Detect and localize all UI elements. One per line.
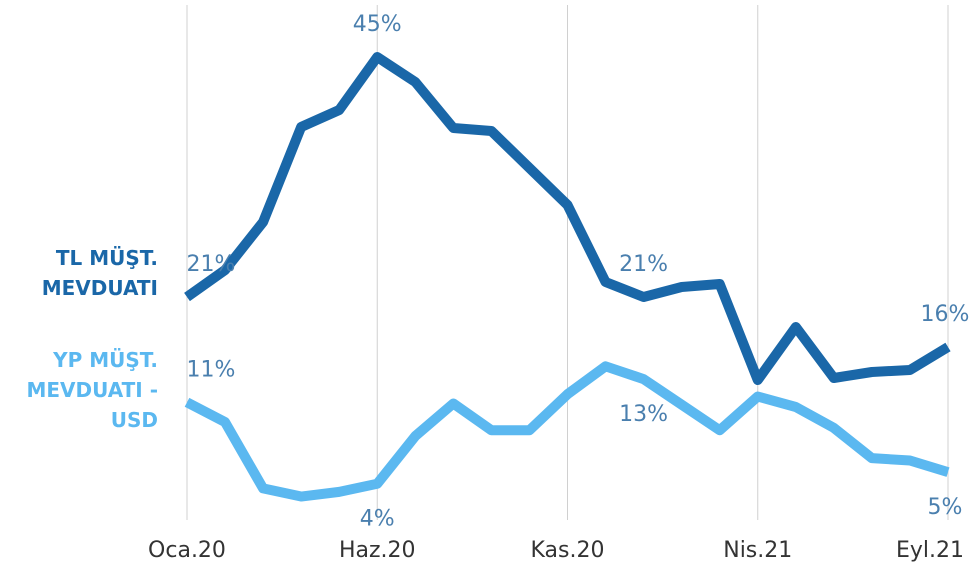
x-tick-label: Kas.20 [531,538,605,563]
x-tick-label: Oca.20 [148,538,226,563]
data-label: 21% [187,252,236,277]
data-label: 45% [353,12,402,37]
series-line [184,361,950,502]
x-tick-label: Nis.21 [723,538,792,563]
x-tick-label: Eyl.21 [896,538,964,563]
data-label: 21% [619,252,668,277]
data-label: 11% [187,357,236,382]
x-tick-label: Haz.20 [339,538,416,563]
data-label: 16% [921,302,970,327]
legend-entry: TL MÜŞT. MEVDUATI [41,246,158,300]
series-line [184,52,951,385]
legend-entry: YP MÜŞT. MEVDUATI - USD [26,348,158,432]
data-label: 4% [360,507,395,532]
data-label: 5% [928,495,963,520]
data-label: 13% [619,402,668,427]
